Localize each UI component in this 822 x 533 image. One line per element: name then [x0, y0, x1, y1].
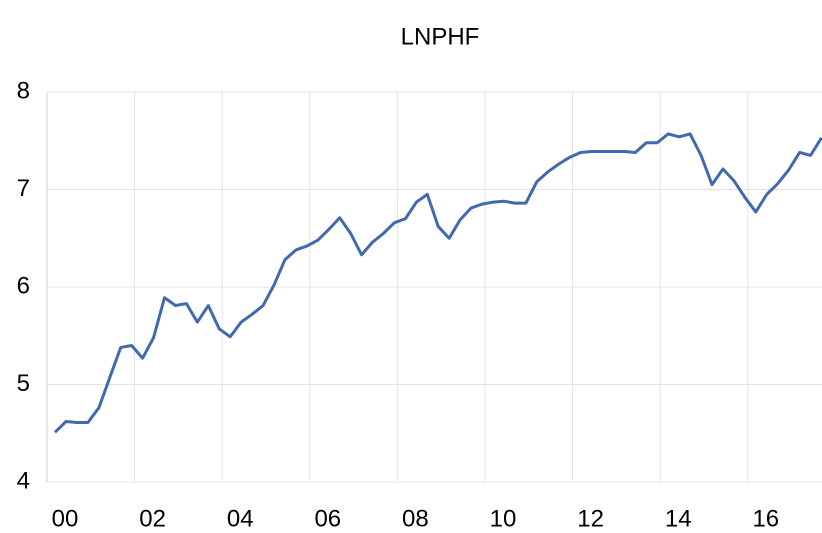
x-tick-label: 12: [577, 505, 604, 532]
x-tick-label: 10: [490, 505, 517, 532]
x-tick-label: 14: [665, 505, 692, 532]
y-tick-label: 5: [17, 370, 30, 397]
chart-title: LNPHF: [401, 23, 480, 50]
x-tick-label: 02: [139, 505, 166, 532]
data-line: [53, 132, 822, 434]
y-tick-label: 4: [17, 467, 30, 494]
x-tick-label: 08: [402, 505, 429, 532]
y-tick-label: 8: [17, 77, 30, 104]
y-tick-label: 6: [17, 272, 30, 299]
x-tick-label: 06: [314, 505, 341, 532]
y-tick-label: 7: [17, 175, 30, 202]
x-tick-label: 00: [52, 505, 79, 532]
x-tick-label: 04: [227, 505, 254, 532]
x-tick-label: 16: [752, 505, 779, 532]
